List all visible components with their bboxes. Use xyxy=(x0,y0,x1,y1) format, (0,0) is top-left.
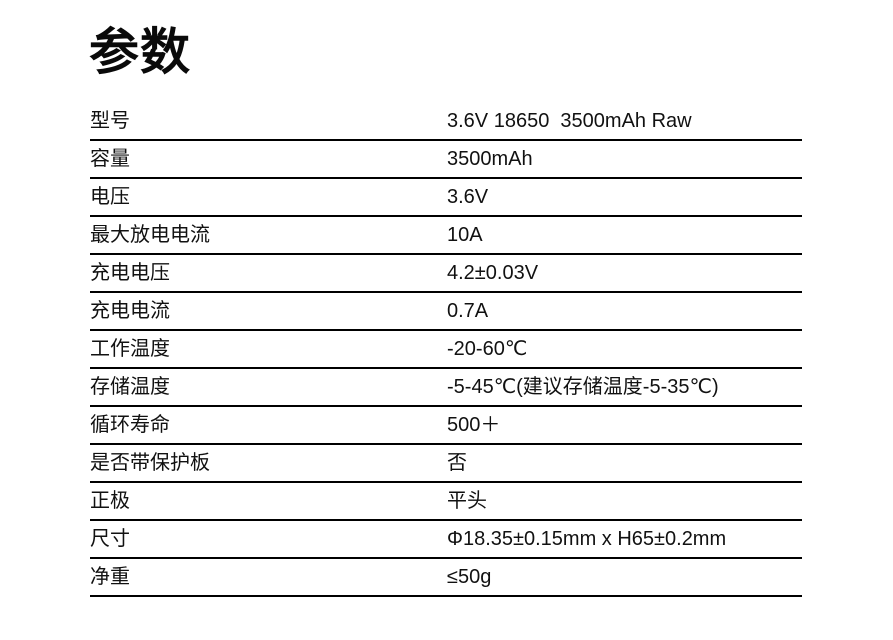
spec-label: 型号 xyxy=(90,110,130,132)
spec-label: 充电电压 xyxy=(90,262,170,284)
spec-label: 容量 xyxy=(90,148,130,170)
spec-label: 存储温度 xyxy=(90,376,170,398)
table-row: 循环寿命 500＋ xyxy=(90,407,802,445)
table-row: 型号 3.6V 18650 3500mAh Raw xyxy=(90,103,802,141)
spec-value: 0.7A xyxy=(447,300,489,322)
spec-label: 是否带保护板 xyxy=(90,452,210,474)
spec-value: 否 xyxy=(447,452,467,474)
spec-value: 4.2±0.03V xyxy=(447,262,539,284)
table-row: 充电电流 0.7A xyxy=(90,293,802,331)
spec-label: 工作温度 xyxy=(90,338,170,360)
spec-value: 3.6V 18650 3500mAh Raw xyxy=(447,110,692,132)
spec-value: 10A xyxy=(447,224,483,246)
spec-label: 净重 xyxy=(90,566,130,588)
table-row: 最大放电电流 10A xyxy=(90,217,802,255)
table-row: 电压 3.6V xyxy=(90,179,802,217)
spec-value: Φ18.35±0.15mm x H65±0.2mm xyxy=(447,528,727,550)
spec-value: -5-45℃(建议存储温度-5-35℃) xyxy=(447,376,719,398)
table-row: 尺寸 Φ18.35±0.15mm x H65±0.2mm xyxy=(90,521,802,559)
table-row: 正极 平头 xyxy=(90,483,802,521)
table-row: 充电电压 4.2±0.03V xyxy=(90,255,802,293)
spec-value: -20-60℃ xyxy=(447,338,528,360)
spec-label: 正极 xyxy=(90,490,130,512)
table-row: 容量 3500mAh xyxy=(90,141,802,179)
spec-value: ≤50g xyxy=(447,566,492,588)
spec-value: 平头 xyxy=(447,490,487,512)
spec-label: 尺寸 xyxy=(90,528,130,550)
spec-value: 3500mAh xyxy=(447,148,533,170)
spec-table: 型号 3.6V 18650 3500mAh Raw 容量 3500mAh 电压 … xyxy=(90,103,802,597)
table-row: 净重 ≤50g xyxy=(90,559,802,597)
spec-value: 3.6V xyxy=(447,186,489,208)
table-row: 存储温度 -5-45℃(建议存储温度-5-35℃) xyxy=(90,369,802,407)
spec-label: 循环寿命 xyxy=(90,414,170,436)
table-row: 工作温度 -20-60℃ xyxy=(90,331,802,369)
spec-label: 最大放电电流 xyxy=(90,224,210,246)
spec-label: 电压 xyxy=(90,186,130,208)
page-title: 参数 xyxy=(89,24,191,80)
table-row: 是否带保护板 否 xyxy=(90,445,802,483)
spec-value: 500＋ xyxy=(447,414,501,436)
spec-label: 充电电流 xyxy=(90,300,170,322)
